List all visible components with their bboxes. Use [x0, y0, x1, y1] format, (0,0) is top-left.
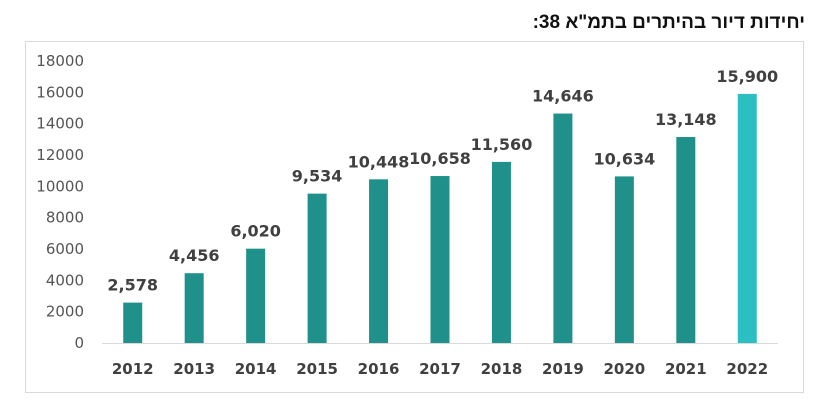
y-tick-label: 6000	[46, 240, 84, 258]
bar	[430, 176, 450, 343]
y-tick-label: 0	[74, 334, 84, 352]
x-tick-label: 2020	[603, 360, 645, 378]
data-label: 10,658	[409, 149, 471, 168]
data-label: 2,578	[107, 276, 158, 295]
y-tick-label: 18000	[36, 52, 84, 70]
bar	[491, 161, 511, 343]
chart-frame	[25, 41, 804, 393]
x-tick-label: 2015	[296, 360, 338, 378]
chart-title: יחידות דיור בהיתרים בתמ"א 38:	[532, 12, 805, 33]
bar	[246, 248, 266, 343]
y-tick-label: 12000	[36, 146, 84, 164]
data-label: 9,534	[292, 167, 343, 186]
bar	[553, 113, 573, 344]
data-label: 10,448	[348, 152, 410, 171]
x-tick-label: 2016	[358, 360, 400, 378]
y-tick-label: 14000	[36, 115, 84, 133]
bar	[123, 302, 143, 343]
data-label: 6,020	[230, 222, 281, 241]
data-label: 14,646	[532, 87, 594, 106]
y-tick-label: 2000	[46, 303, 84, 321]
bar	[737, 93, 757, 344]
data-label: 4,456	[169, 246, 220, 265]
y-tick-label: 4000	[46, 271, 84, 289]
x-tick-label: 2018	[481, 360, 523, 378]
x-tick-label: 2017	[419, 360, 461, 378]
bar	[676, 137, 696, 343]
data-label: 10,634	[593, 149, 655, 168]
bar	[184, 273, 204, 343]
x-tick-label: 2021	[665, 360, 707, 378]
y-tick-label: 10000	[36, 177, 84, 195]
bar	[614, 176, 634, 343]
x-tick-label: 2022	[726, 360, 768, 378]
bar	[307, 193, 327, 343]
bar	[369, 179, 389, 343]
x-tick-label: 2013	[173, 360, 215, 378]
data-label: 13,148	[655, 110, 717, 129]
y-tick-label: 8000	[46, 209, 84, 227]
data-label: 15,900	[716, 67, 778, 86]
x-tick-label: 2014	[235, 360, 277, 378]
y-tick-label: 16000	[36, 83, 84, 101]
x-tick-label: 2019	[542, 360, 584, 378]
data-label: 11,560	[471, 135, 533, 154]
x-tick-label: 2012	[112, 360, 154, 378]
